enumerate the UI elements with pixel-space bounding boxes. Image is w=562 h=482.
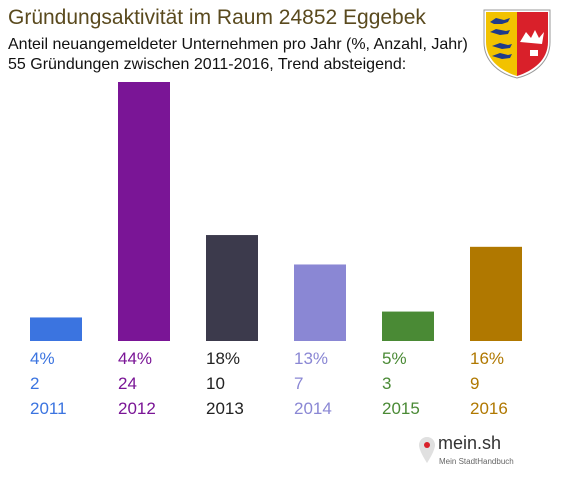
bar-2013: [206, 235, 258, 341]
percent-label-2012: 44%: [118, 349, 152, 368]
count-label-2015: 3: [382, 374, 391, 393]
chart-title: Gründungsaktivität im Raum 24852 Eggebek: [8, 6, 426, 29]
year-label-2014: 2014: [294, 399, 332, 418]
year-label-2015: 2015: [382, 399, 420, 418]
count-label-2013: 10: [206, 374, 225, 393]
percent-label-2015: 5%: [382, 349, 407, 368]
map-pin-icon: [419, 437, 435, 463]
chart-subtitle-line2: 55 Gründungen zwischen 2011-2016, Trend …: [8, 56, 407, 73]
bar-2011: [30, 317, 82, 341]
percent-label-2016: 16%: [470, 349, 504, 368]
coat-of-arms-schleswig-holstein-icon: [483, 9, 551, 79]
percent-label-2014: 13%: [294, 349, 328, 368]
chart-subtitle-line1: Anteil neuangemeldeter Unternehmen pro J…: [8, 36, 468, 53]
bar-2014: [294, 264, 346, 341]
year-label-2012: 2012: [118, 399, 156, 418]
count-label-2012: 24: [118, 374, 137, 393]
year-label-2011: 2011: [30, 399, 67, 418]
bar-2012: [118, 82, 170, 341]
count-label-2011: 2: [30, 374, 39, 393]
bar-2015: [382, 311, 434, 341]
year-label-2016: 2016: [470, 399, 508, 418]
bar-2016: [470, 246, 522, 341]
percent-label-2011: 4%: [30, 349, 55, 368]
count-label-2016: 9: [470, 374, 479, 393]
count-label-2014: 7: [294, 374, 303, 393]
percent-label-2013: 18%: [206, 349, 240, 368]
brand-name: mein.sh: [438, 433, 502, 453]
brand-logo: mein.sh Mein StadtHandbuch: [418, 433, 528, 473]
brand-tagline: Mein StadtHandbuch: [439, 457, 514, 466]
year-label-2013: 2013: [206, 399, 244, 418]
